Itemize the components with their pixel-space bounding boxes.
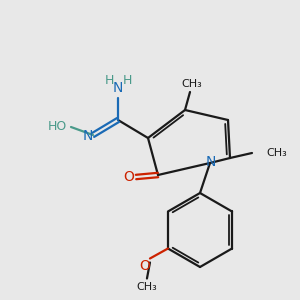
Text: H: H — [104, 74, 114, 88]
Text: CH₃: CH₃ — [266, 148, 287, 158]
Text: O: O — [140, 259, 150, 272]
Text: CH₃: CH₃ — [136, 281, 157, 292]
Text: CH₃: CH₃ — [182, 79, 203, 89]
Text: N: N — [113, 81, 123, 95]
Text: H: H — [122, 74, 132, 88]
Text: N: N — [83, 129, 93, 143]
Text: HO: HO — [47, 121, 67, 134]
Text: N: N — [206, 155, 216, 169]
Text: O: O — [124, 170, 134, 184]
